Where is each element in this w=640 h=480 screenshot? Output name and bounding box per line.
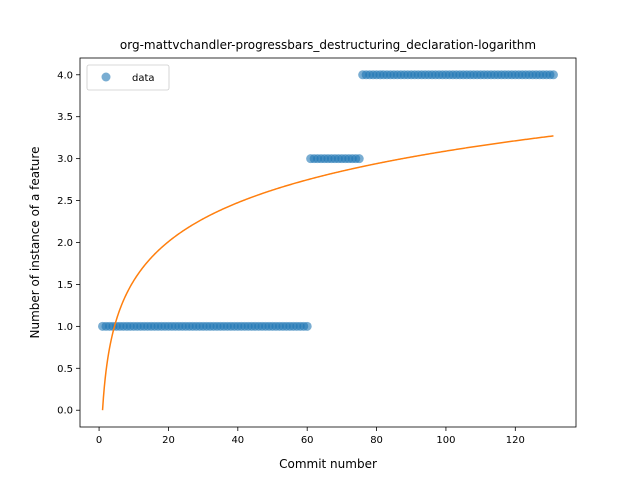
- data-point: [548, 70, 558, 80]
- y-tick-label: 3.5: [57, 112, 73, 123]
- x-tick-label: 40: [231, 435, 244, 446]
- x-axis-label: Commit number: [279, 457, 377, 471]
- plot-frame: [79, 57, 577, 428]
- legend-box: [86, 64, 170, 91]
- y-tick-label: 2.0: [57, 238, 73, 249]
- y-tick-label: 0.5: [57, 364, 73, 375]
- x-tick-label: 0: [96, 435, 102, 446]
- fit-line: [101, 135, 554, 411]
- legend: data: [86, 64, 170, 91]
- x-tick-label: 100: [436, 435, 455, 446]
- y-tick-label: 3.0: [57, 154, 73, 165]
- y-tick-label: 0.0: [57, 406, 73, 417]
- y-tick-label: 2.5: [57, 196, 73, 207]
- plot-layer: [98, 70, 558, 411]
- y-axis-label: Number of instance of a feature: [28, 147, 42, 339]
- ticks-layer: 0 20 40 60 80 100 120 0.0 0.5 1.0 1.5 2.0 2.5 3.0 3.5 4…: [57, 70, 525, 446]
- legend-label-data: data: [132, 73, 155, 84]
- chart-title: org-mattvchandler-progressbars_destructu…: [120, 38, 536, 52]
- x-tick-label: 80: [370, 435, 383, 446]
- y-tick-label: 4.0: [57, 70, 73, 81]
- y-tick-label: 1.0: [57, 322, 73, 333]
- x-tick-label: 60: [301, 435, 314, 446]
- x-tick-label: 120: [506, 435, 525, 446]
- data-point: [302, 321, 312, 331]
- data-point: [354, 154, 364, 164]
- y-tick-label: 1.5: [57, 280, 73, 291]
- legend-marker-data: [101, 72, 111, 82]
- x-tick-label: 20: [162, 435, 175, 446]
